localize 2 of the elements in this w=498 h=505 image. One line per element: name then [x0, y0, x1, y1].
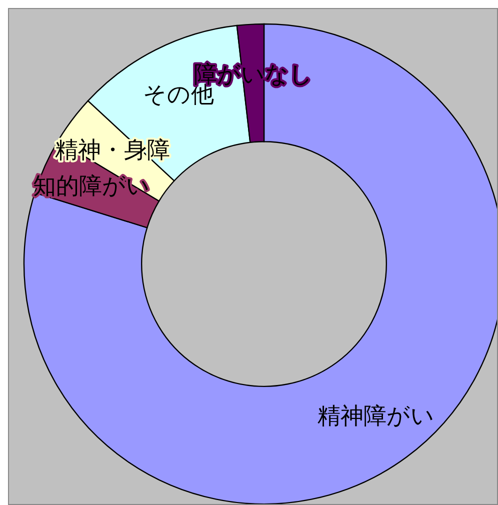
slice-label: 精神・身障 [55, 137, 170, 164]
slice-label: 精神障がい [318, 403, 435, 430]
